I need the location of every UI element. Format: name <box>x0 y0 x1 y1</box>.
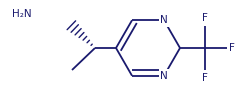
Text: F: F <box>202 73 208 83</box>
Text: F: F <box>202 13 208 23</box>
Text: F: F <box>229 43 235 53</box>
Text: N: N <box>160 71 168 81</box>
Text: H₂N: H₂N <box>12 9 32 19</box>
Text: N: N <box>160 15 168 25</box>
